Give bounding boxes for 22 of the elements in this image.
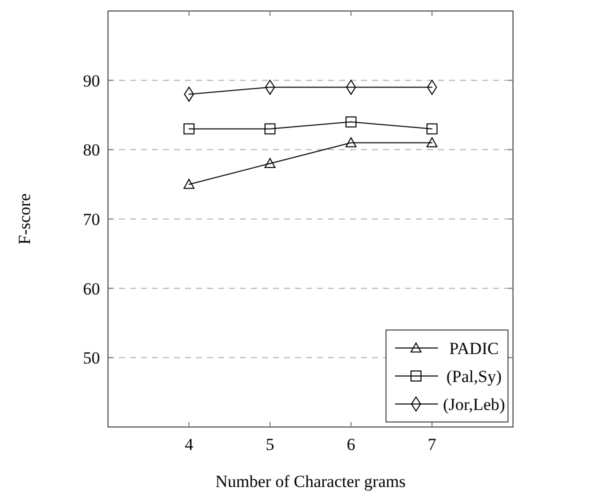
legend-label: PADIC xyxy=(449,338,499,358)
point xyxy=(184,178,194,189)
y-tick-label: 70 xyxy=(83,210,100,229)
x-tick-label: 4 xyxy=(184,435,194,454)
y-tick-label: 50 xyxy=(83,348,100,368)
x-axis-title: Number of Character grams xyxy=(215,472,406,491)
legend-label: (Pal,Sy) xyxy=(446,366,502,386)
x-tick-label: 5 xyxy=(266,435,274,454)
point xyxy=(346,137,356,148)
legend-label: (Jor,Leb) xyxy=(442,394,506,414)
x-tick-label: 7 xyxy=(428,435,437,454)
point xyxy=(264,158,276,168)
point xyxy=(184,123,194,134)
point xyxy=(346,116,356,128)
point xyxy=(426,123,438,134)
point xyxy=(264,123,276,134)
x-tick-label: 6 xyxy=(346,435,356,454)
y-tick-label: 80 xyxy=(83,140,100,160)
y-tick-label: 60 xyxy=(83,279,100,298)
y-axis-title: F-score xyxy=(15,194,34,244)
point xyxy=(426,137,438,148)
y-tick-label: 90 xyxy=(83,71,100,90)
